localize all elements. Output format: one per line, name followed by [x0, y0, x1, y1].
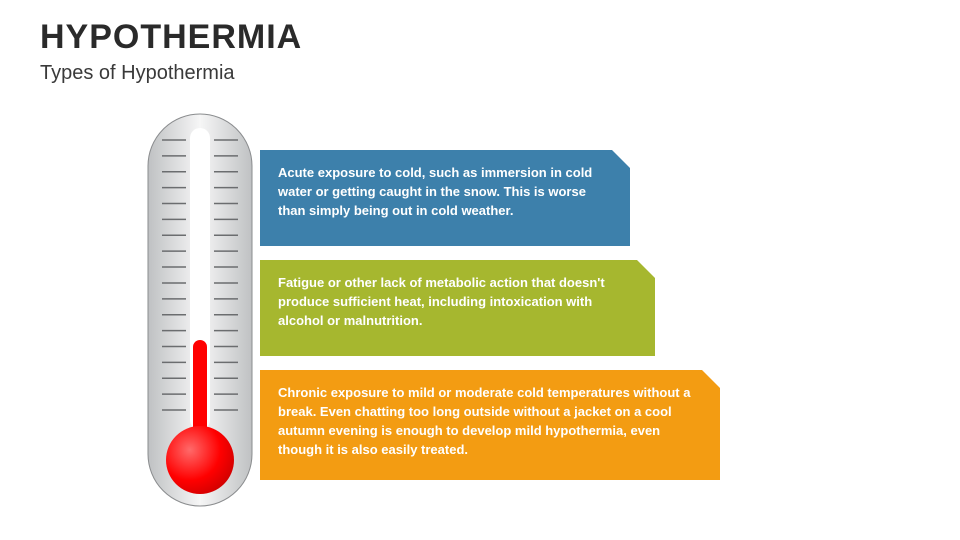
thermometer-svg	[140, 110, 260, 510]
callout-chronic: Chronic exposure to mild or moderate col…	[260, 370, 720, 480]
thermometer-graphic	[140, 110, 260, 510]
callout-text-3: Chronic exposure to mild or moderate col…	[278, 384, 698, 459]
callout-text-2: Fatigue or other lack of metabolic actio…	[278, 274, 633, 331]
callout-fatigue: Fatigue or other lack of metabolic actio…	[260, 260, 655, 356]
page-subtitle: Types of Hypothermia	[40, 62, 235, 85]
callout-acute: Acute exposure to cold, such as immersio…	[260, 150, 630, 246]
page-title: HYPOTHERMIA	[40, 18, 302, 57]
callout-text-1: Acute exposure to cold, such as immersio…	[278, 164, 608, 221]
